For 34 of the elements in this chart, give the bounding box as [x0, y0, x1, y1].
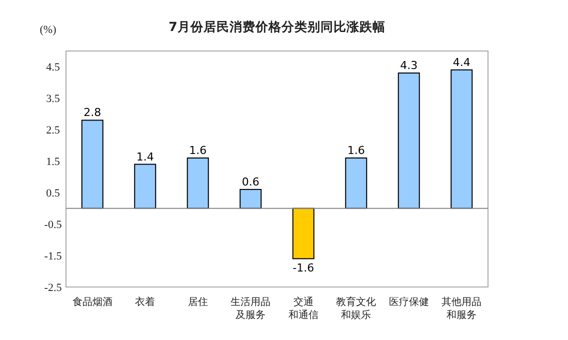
x-tick-label: 居住 [188, 297, 208, 308]
data-label: 2.8 [84, 106, 102, 120]
y-tick-label: 1.5 [46, 156, 60, 168]
x-tick-label: 教育文化和娱乐 [336, 296, 376, 321]
bar [398, 72, 420, 209]
x-tick-label: 交通和通信 [288, 296, 318, 321]
x-tick-label: 衣着 [135, 296, 156, 308]
data-label: -1.6 [292, 262, 314, 275]
bar [240, 188, 262, 209]
y-tick-label: 3.5 [46, 93, 60, 106]
x-tick-label: 其他用品和服务 [442, 296, 482, 321]
bar [345, 157, 368, 209]
x-tick-label: 医疗保健 [388, 296, 429, 308]
y-tick-label: 2.5 [46, 124, 60, 137]
data-label: 0.6 [242, 175, 260, 188]
data-label: 1.4 [136, 150, 154, 164]
bar [450, 69, 473, 209]
chart-title: 7月份居民消费价格分类别同比涨跌幅 [168, 19, 386, 34]
data-label: 1.6 [347, 144, 365, 157]
bar [134, 164, 156, 209]
data-label: 4.4 [452, 56, 470, 69]
y-tick-label: 4.5 [46, 62, 60, 74]
bar [186, 157, 209, 209]
y-tick-label: -0.5 [44, 219, 62, 232]
bar [81, 120, 104, 209]
data-label: 1.6 [189, 144, 207, 157]
data-label: 4.3 [400, 59, 418, 72]
x-tick-label: 生活用品及服务 [230, 296, 271, 321]
bar [292, 208, 314, 260]
y-tick-label: -2.5 [44, 282, 62, 294]
y-axis-title: (%) [40, 24, 57, 36]
y-tick-label: -1.5 [44, 250, 62, 263]
y-tick-label: 0.5 [46, 188, 60, 200]
x-tick-label: 食品烟酒 [72, 296, 112, 308]
